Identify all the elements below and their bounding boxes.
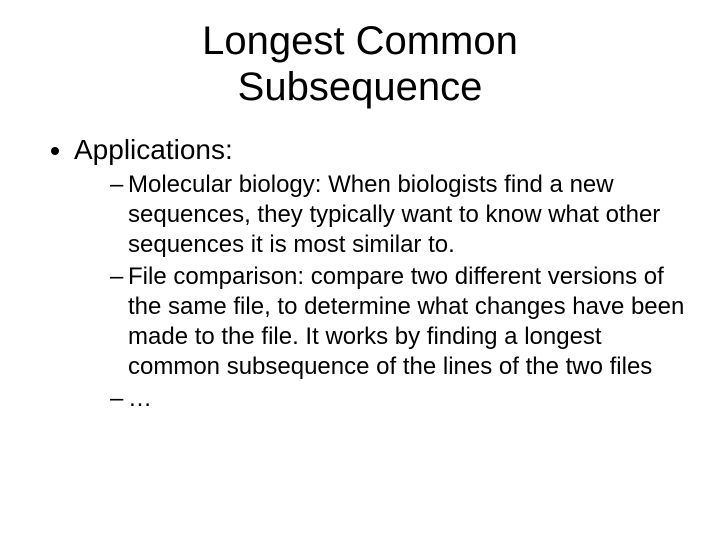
bullet-list-level2: Molecular biology: When biologists find … — [74, 170, 690, 414]
title-line-2: Subsequence — [238, 65, 483, 109]
subitem-text: … — [128, 385, 152, 412]
subitem-text: File comparison: compare two different v… — [128, 263, 684, 380]
subitem-text: Molecular biology: When biologists find … — [128, 171, 660, 258]
slide-title: Longest Common Subsequence — [30, 18, 690, 110]
slide: Longest Common Subsequence Applications:… — [0, 0, 720, 540]
title-line-1: Longest Common — [202, 19, 518, 63]
subitem-ellipsis: … — [110, 384, 690, 414]
bullet-text: Applications: — [74, 134, 233, 165]
subitem-molecular-biology: Molecular biology: When biologists find … — [110, 170, 690, 260]
bullet-list-level1: Applications: Molecular biology: When bi… — [30, 134, 690, 414]
subitem-file-comparison: File comparison: compare two different v… — [110, 262, 690, 382]
bullet-item-applications: Applications: Molecular biology: When bi… — [74, 134, 690, 414]
